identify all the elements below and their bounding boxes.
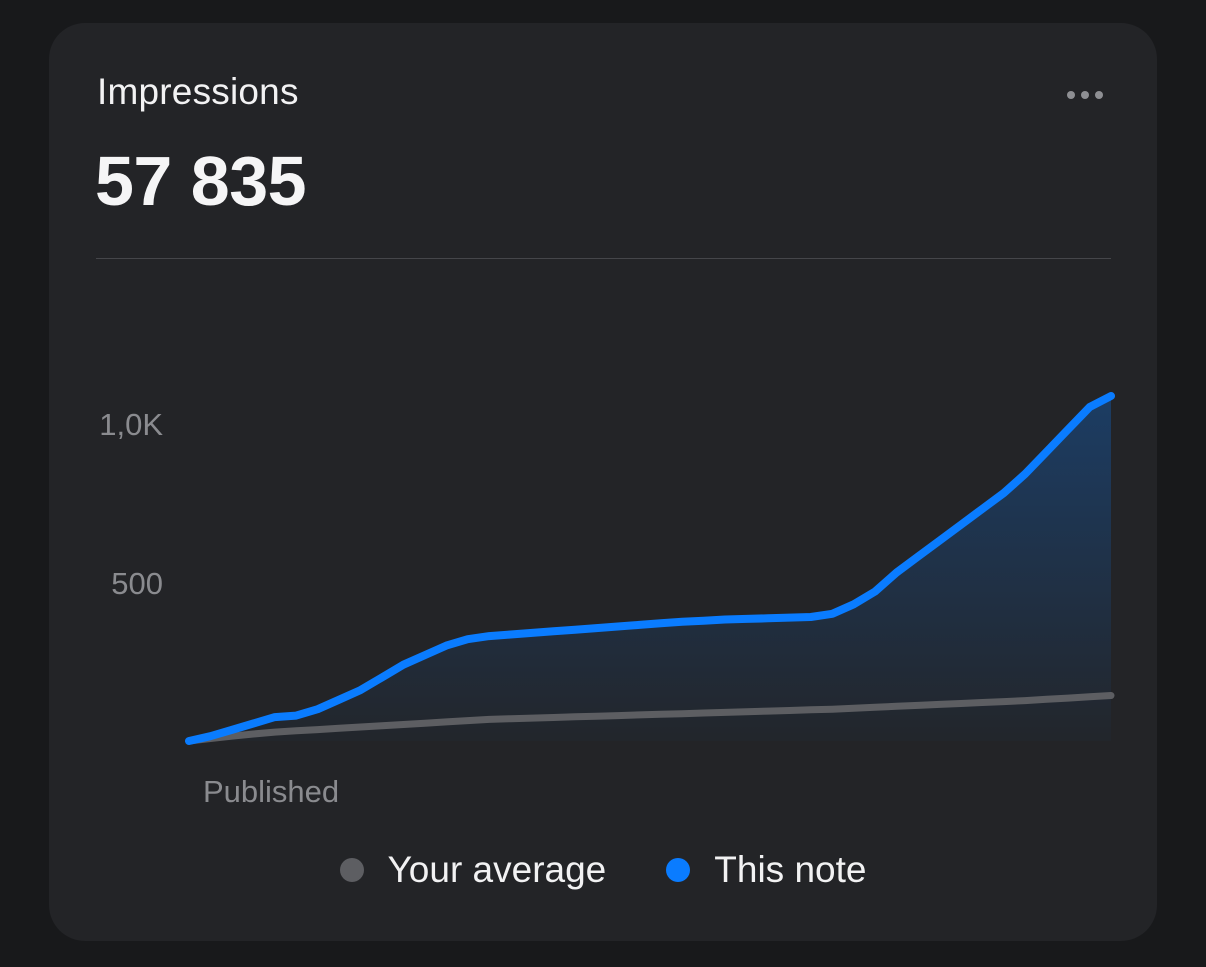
- card-title: Impressions: [97, 71, 299, 112]
- more-horizontal-icon[interactable]: [1059, 81, 1111, 109]
- impressions-chart: 1,0K 500 Published: [99, 392, 1115, 809]
- legend-item-this-note[interactable]: This note: [666, 849, 866, 891]
- series-line-this-note: [185, 392, 1115, 745]
- legend-item-average[interactable]: Your average: [339, 849, 607, 891]
- legend-label-this-note: This note: [714, 849, 867, 890]
- series-line-your-average: [185, 692, 1115, 745]
- more-dot: [1081, 91, 1089, 99]
- more-dot: [1067, 91, 1075, 99]
- more-dot: [1095, 91, 1103, 99]
- x-start-label: Published: [203, 774, 339, 809]
- y-tick-label: 1,0K: [99, 407, 163, 442]
- impressions-card: Impressions 57 835 1,0K 500 Published You…: [49, 23, 1157, 941]
- y-tick-label: 500: [111, 566, 163, 601]
- legend-label-average: Your average: [387, 849, 607, 890]
- impressions-total: 57 835: [95, 142, 307, 220]
- divider: [96, 258, 1111, 259]
- area-this-note: [189, 396, 1111, 741]
- chart-legend: Your average This note: [49, 849, 1157, 891]
- legend-dot-average: [339, 858, 364, 882]
- legend-dot-this-note: [666, 858, 691, 882]
